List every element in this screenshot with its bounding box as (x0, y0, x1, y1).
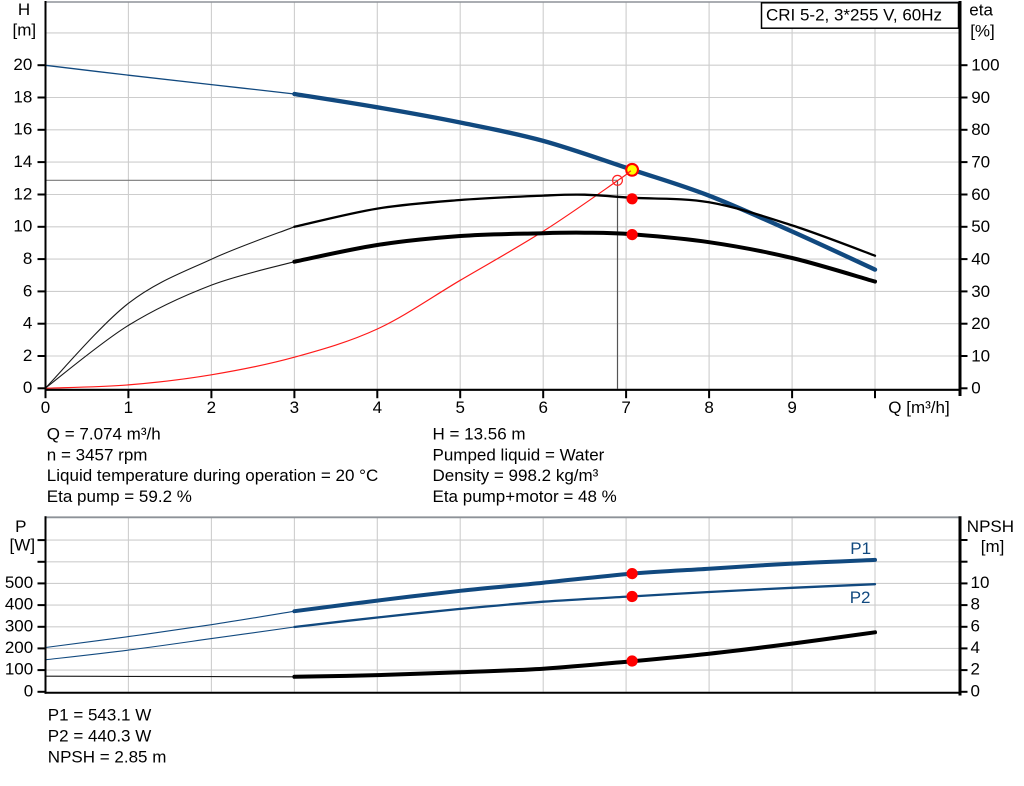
svg-text:n = 3457 rpm: n = 3457 rpm (47, 445, 148, 464)
svg-text:14: 14 (13, 152, 32, 171)
svg-text:NPSH: NPSH (967, 517, 1014, 536)
svg-text:Liquid temperature during oper: Liquid temperature during operation = 20… (47, 466, 378, 485)
svg-text:[W]: [W] (10, 536, 36, 555)
svg-text:20: 20 (971, 314, 990, 333)
svg-text:P1: P1 (850, 539, 871, 558)
svg-text:10: 10 (13, 217, 32, 236)
svg-text:200: 200 (5, 638, 33, 657)
svg-text:16: 16 (13, 120, 32, 139)
svg-text:6: 6 (23, 281, 32, 300)
svg-text:0: 0 (24, 681, 33, 700)
svg-text:H = 13.56 m: H = 13.56 m (433, 424, 526, 443)
svg-text:7: 7 (621, 398, 630, 417)
svg-text:90: 90 (971, 88, 990, 107)
svg-text:0: 0 (23, 378, 32, 397)
svg-text:50: 50 (971, 217, 990, 236)
svg-text:3: 3 (290, 398, 299, 417)
svg-text:400: 400 (5, 595, 33, 614)
svg-text:[m]: [m] (12, 20, 36, 39)
svg-text:Eta pump = 59.2 %: Eta pump = 59.2 % (47, 487, 192, 506)
svg-text:8: 8 (704, 398, 713, 417)
svg-text:500: 500 (5, 573, 33, 592)
svg-text:Eta pump+motor = 48 %: Eta pump+motor = 48 % (433, 487, 617, 506)
svg-text:60: 60 (971, 185, 990, 204)
svg-text:CRI 5-2, 3*255 V, 60Hz: CRI 5-2, 3*255 V, 60Hz (766, 5, 942, 24)
svg-text:P: P (15, 517, 26, 536)
svg-text:10: 10 (971, 573, 990, 592)
svg-text:0: 0 (971, 379, 980, 398)
svg-text:4: 4 (971, 638, 980, 657)
svg-text:H: H (18, 0, 30, 19)
svg-text:9: 9 (787, 398, 796, 417)
svg-text:100: 100 (5, 660, 33, 679)
svg-text:[m]: [m] (981, 537, 1005, 556)
svg-text:eta: eta (969, 1, 993, 20)
svg-text:0: 0 (971, 681, 980, 700)
svg-text:P1 = 543.1 W: P1 = 543.1 W (48, 705, 151, 724)
svg-text:2: 2 (23, 346, 32, 365)
svg-text:1: 1 (124, 398, 133, 417)
svg-text:Density = 998.2 kg/m³: Density = 998.2 kg/m³ (433, 466, 599, 485)
svg-text:6: 6 (538, 398, 547, 417)
svg-text:2: 2 (971, 660, 980, 679)
svg-text:40: 40 (971, 250, 990, 269)
svg-text:10: 10 (971, 346, 990, 365)
svg-text:[%]: [%] (970, 21, 995, 40)
svg-text:4: 4 (23, 314, 32, 333)
svg-text:NPSH = 2.85 m: NPSH = 2.85 m (48, 747, 167, 766)
svg-text:Pumped liquid = Water: Pumped liquid = Water (433, 445, 605, 464)
svg-text:0: 0 (41, 398, 50, 417)
svg-text:30: 30 (971, 282, 990, 301)
svg-text:70: 70 (971, 153, 990, 172)
svg-text:20: 20 (13, 55, 32, 74)
svg-text:5: 5 (455, 398, 464, 417)
svg-text:P2: P2 (850, 588, 871, 607)
svg-text:Q = 7.074 m³/h: Q = 7.074 m³/h (47, 424, 161, 443)
svg-text:80: 80 (971, 120, 990, 139)
svg-text:100: 100 (971, 56, 999, 75)
svg-text:8: 8 (23, 249, 32, 268)
svg-text:4: 4 (373, 398, 382, 417)
svg-text:Q [m³/h]: Q [m³/h] (888, 398, 949, 417)
svg-text:P2 = 440.3 W: P2 = 440.3 W (48, 726, 151, 745)
svg-text:18: 18 (13, 87, 32, 106)
svg-text:12: 12 (13, 184, 32, 203)
svg-text:300: 300 (5, 616, 33, 635)
svg-text:6: 6 (971, 616, 980, 635)
svg-text:2: 2 (207, 398, 216, 417)
svg-text:8: 8 (971, 595, 980, 614)
